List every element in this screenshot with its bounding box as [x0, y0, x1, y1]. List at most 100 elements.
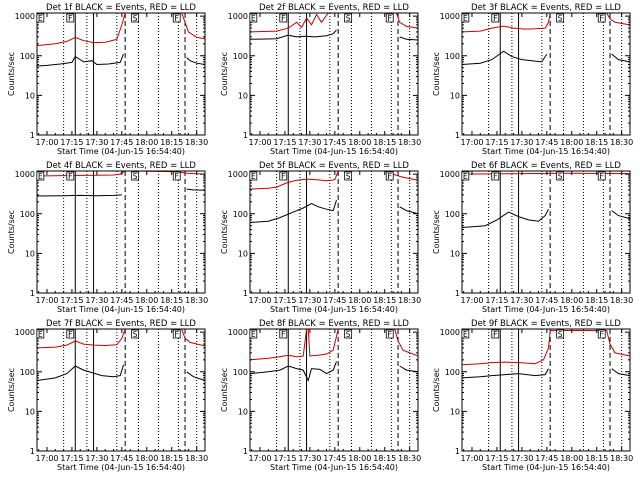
state-marker-box [344, 171, 353, 181]
y-tick-label: 1000 [15, 12, 35, 21]
x-tick-label: 17:15 [485, 296, 508, 305]
y-tick-label: 100 [20, 52, 35, 61]
state-marker-label: E [251, 14, 256, 23]
state-marker-label: F [493, 172, 498, 181]
state-marker-label: F [68, 330, 73, 339]
y-tick-label: 10 [238, 91, 248, 100]
series-line-lld [37, 171, 205, 177]
y-axis-label: Counts/sec [220, 368, 229, 412]
state-marker-box [249, 171, 258, 181]
y-tick-label: 1000 [15, 170, 35, 179]
axis-frame [461, 328, 631, 452]
x-tick-label: 18:30 [398, 138, 421, 147]
state-marker-box [491, 329, 500, 339]
x-tick-label: 17:45 [323, 138, 346, 147]
state-marker-label: S [133, 330, 138, 339]
x-axis-label: Start Time (04-Jun-15 16:54:40) [482, 463, 610, 472]
state-marker-label: E [38, 14, 43, 23]
x-tick-label: 17:15 [60, 296, 83, 305]
y-axis-label: Counts/sec [432, 368, 441, 412]
state-marker-box [556, 171, 565, 181]
series-line-events [462, 368, 630, 379]
state-marker-box [556, 13, 565, 23]
state-marker-box [131, 171, 140, 181]
state-marker-label: S [346, 172, 351, 181]
y-tick-label: 10 [25, 249, 35, 258]
x-tick-label: 18:30 [185, 454, 208, 463]
state-marker-label: E [463, 14, 468, 23]
y-tick-label: 1 [455, 289, 460, 298]
x-tick-label: 17:00 [248, 138, 271, 147]
state-marker-box [172, 171, 181, 181]
series-line-events [250, 361, 418, 382]
x-tick-label: 18:00 [560, 138, 583, 147]
state-marker-label: F [387, 172, 392, 181]
chart-title: Det 6f BLACK = Events, RED = LLD [471, 161, 621, 171]
chart-title: Det 5f BLACK = Events, RED = LLD [259, 161, 409, 171]
series-line-events [37, 188, 205, 197]
x-tick-label: 17:30 [298, 454, 321, 463]
x-axis-label: Start Time (04-Jun-15 16:54:40) [270, 463, 398, 472]
x-tick-label: 18:15 [585, 296, 608, 305]
y-axis-label: Counts/sec [7, 210, 16, 254]
state-marker-box [461, 329, 470, 339]
state-marker-label: S [346, 330, 351, 339]
state-marker-box [36, 13, 45, 23]
y-tick-label: 10 [450, 249, 460, 258]
state-marker-box [344, 13, 353, 23]
x-tick-label: 18:15 [160, 296, 183, 305]
y-tick-label: 10 [25, 91, 35, 100]
state-marker-box [385, 171, 394, 181]
y-tick-label: 100 [445, 210, 460, 219]
x-tick-label: 17:00 [35, 296, 58, 305]
x-axis-label: Start Time (04-Jun-15 16:54:40) [270, 147, 398, 156]
state-marker-box [36, 329, 45, 339]
series-line-lld [250, 13, 418, 33]
state-marker-box [556, 329, 565, 339]
x-tick-label: 17:30 [85, 454, 108, 463]
series-line-lld [250, 329, 418, 361]
state-marker-label: F [493, 330, 498, 339]
x-tick-label: 17:30 [510, 138, 533, 147]
state-marker-box [279, 329, 288, 339]
state-marker-label: F [68, 172, 73, 181]
x-tick-label: 18:00 [348, 138, 371, 147]
y-axis-label: Counts/sec [432, 52, 441, 96]
y-tick-label: 1 [243, 447, 248, 456]
state-marker-box [461, 13, 470, 23]
x-tick-label: 18:00 [348, 296, 371, 305]
state-marker-label: S [558, 330, 563, 339]
state-marker-label: F [174, 172, 179, 181]
y-tick-label: 10 [25, 407, 35, 416]
state-marker-label: E [251, 172, 256, 181]
state-marker-label: E [463, 330, 468, 339]
state-marker-box [385, 13, 394, 23]
x-tick-label: 18:00 [560, 296, 583, 305]
x-tick-label: 17:30 [298, 138, 321, 147]
y-tick-label: 1 [30, 131, 35, 140]
x-tick-label: 17:45 [535, 296, 558, 305]
series-line-lld [462, 13, 630, 33]
state-marker-label: S [133, 14, 138, 23]
x-tick-label: 17:15 [60, 454, 83, 463]
x-axis-label: Start Time (04-Jun-15 16:54:40) [57, 463, 185, 472]
series-line-events [250, 200, 418, 223]
x-tick-label: 18:30 [610, 138, 633, 147]
state-marker-label: S [558, 172, 563, 181]
x-tick-label: 17:45 [535, 454, 558, 463]
y-tick-label: 10 [238, 407, 248, 416]
y-tick-label: 100 [445, 52, 460, 61]
x-tick-label: 17:00 [35, 454, 58, 463]
y-axis-label: Counts/sec [7, 368, 16, 412]
x-tick-label: 17:45 [110, 454, 133, 463]
x-tick-label: 17:00 [460, 454, 483, 463]
chart-title: Det 2f BLACK = Events, RED = LLD [259, 3, 409, 13]
x-tick-label: 18:15 [160, 454, 183, 463]
y-tick-label: 100 [233, 368, 248, 377]
state-marker-label: F [174, 14, 179, 23]
x-tick-label: 17:30 [510, 296, 533, 305]
axis-frame [249, 170, 419, 294]
